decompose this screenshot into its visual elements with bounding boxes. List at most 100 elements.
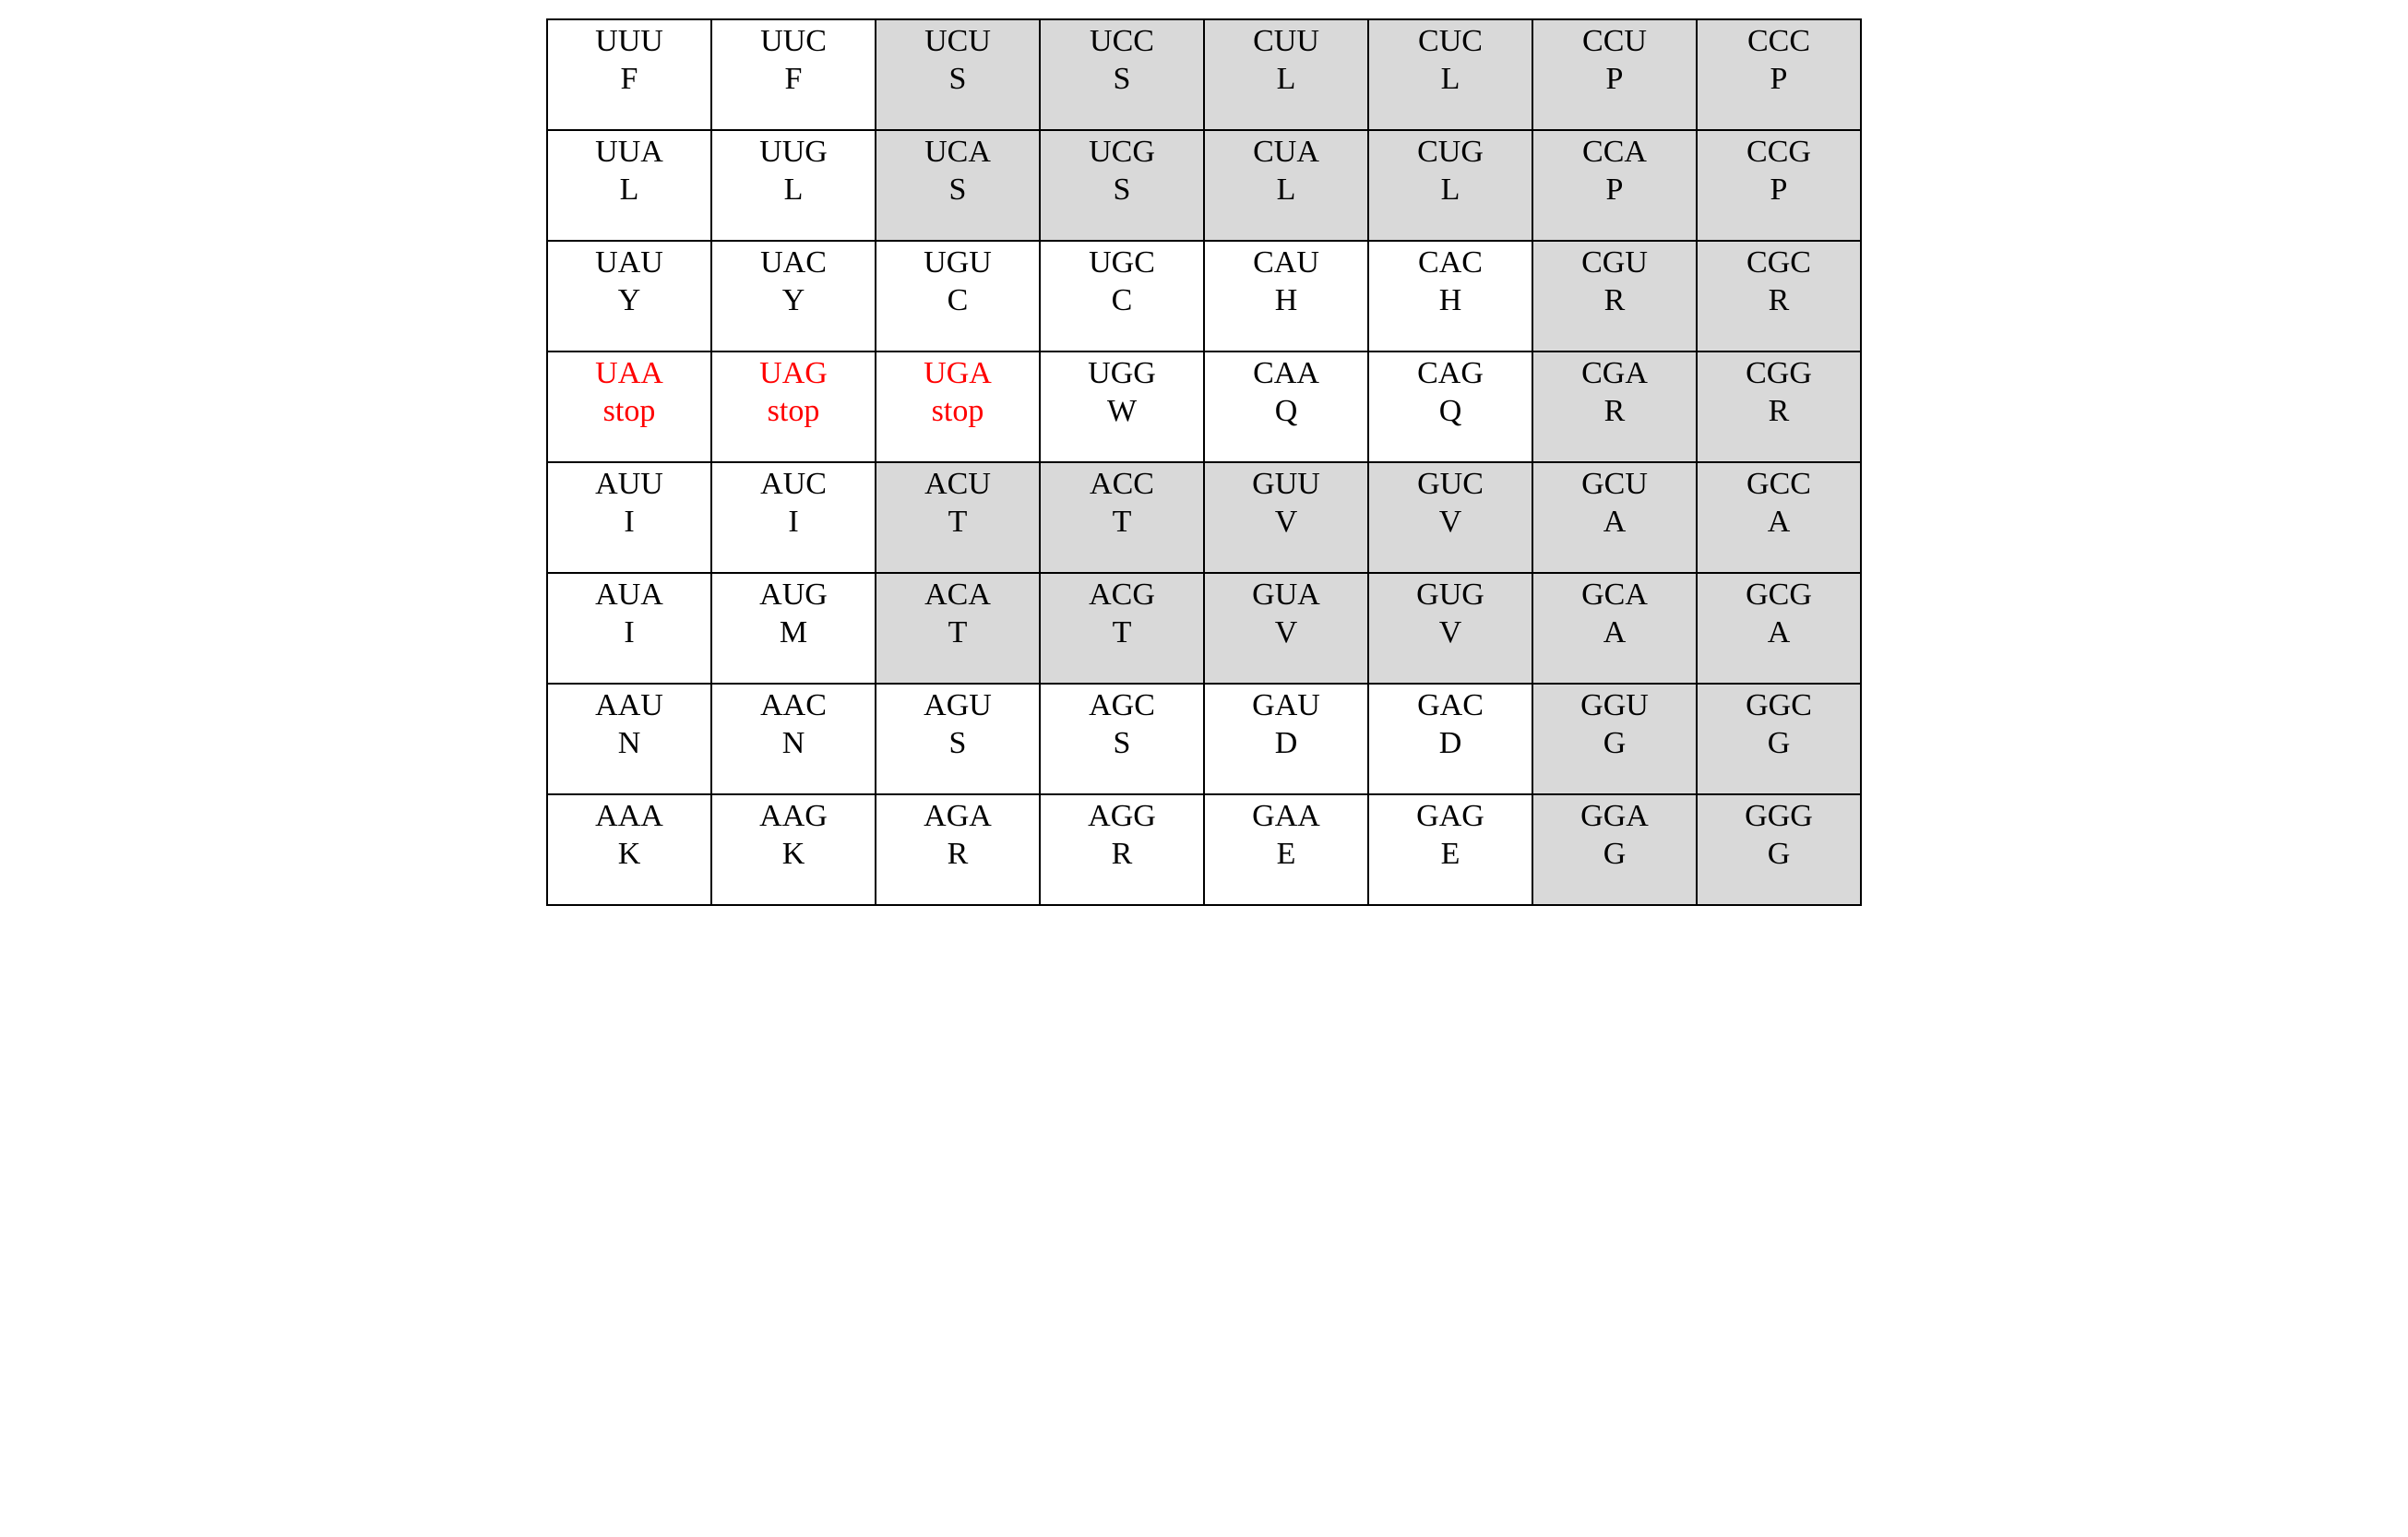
amino-acid-text: I <box>549 614 709 652</box>
codon-cell: CAAQ <box>1204 351 1368 462</box>
amino-acid-text: stop <box>713 393 874 431</box>
codon-text: UUU <box>549 23 709 61</box>
amino-acid-text: M <box>713 614 874 652</box>
codon-text: UAA <box>549 355 709 393</box>
codon-cell: GAAE <box>1204 794 1368 905</box>
codon-text: ACU <box>877 466 1038 504</box>
codon-cell: CGUR <box>1532 241 1697 351</box>
codon-cell: CUCL <box>1368 19 1532 130</box>
codon-cell: CGAR <box>1532 351 1697 462</box>
codon-text: ACC <box>1042 466 1202 504</box>
codon-text: CUA <box>1206 134 1366 172</box>
amino-acid-text: L <box>713 172 874 209</box>
codon-cell: UUGL <box>711 130 876 241</box>
codon-cell: AGGR <box>1040 794 1204 905</box>
amino-acid-text: stop <box>877 393 1038 431</box>
codon-text: CAA <box>1206 355 1366 393</box>
codon-cell: AAUN <box>547 684 711 794</box>
codon-cell: UCUS <box>876 19 1040 130</box>
amino-acid-text: R <box>1534 393 1695 431</box>
codon-text: UGG <box>1042 355 1202 393</box>
amino-acid-text: S <box>1042 61 1202 99</box>
amino-acid-text: V <box>1370 504 1531 542</box>
codon-text: GAG <box>1370 798 1531 836</box>
amino-acid-text: P <box>1534 172 1695 209</box>
codon-text: CUU <box>1206 23 1366 61</box>
codon-text: GGA <box>1534 798 1695 836</box>
amino-acid-text: L <box>1370 172 1531 209</box>
codon-text: CAC <box>1370 244 1531 282</box>
codon-cell: GGUG <box>1532 684 1697 794</box>
codon-text: AUG <box>713 577 874 614</box>
codon-cell: AAGK <box>711 794 876 905</box>
codon-cell: UGGW <box>1040 351 1204 462</box>
table-row: AUAIAUGMACATACGTGUAVGUGVGCAAGCGA <box>547 573 1861 684</box>
codon-cell: UUAL <box>547 130 711 241</box>
amino-acid-text: G <box>1534 725 1695 763</box>
codon-cell: CGGR <box>1697 351 1861 462</box>
codon-cell: CCAP <box>1532 130 1697 241</box>
codon-text: CCC <box>1699 23 1859 61</box>
codon-text: GCG <box>1699 577 1859 614</box>
amino-acid-text: L <box>1370 61 1531 99</box>
amino-acid-text: N <box>549 725 709 763</box>
table-row: UUUFUUCFUCUSUCCSCUULCUCLCCUPCCCP <box>547 19 1861 130</box>
codon-cell: GUCV <box>1368 462 1532 573</box>
amino-acid-text: N <box>713 725 874 763</box>
amino-acid-text: C <box>1042 282 1202 320</box>
codon-text: UUA <box>549 134 709 172</box>
codon-text: UCU <box>877 23 1038 61</box>
codon-text: UUC <box>713 23 874 61</box>
amino-acid-text: K <box>713 836 874 874</box>
amino-acid-text: R <box>1042 836 1202 874</box>
amino-acid-text: R <box>877 836 1038 874</box>
codon-text: GAC <box>1370 687 1531 725</box>
amino-acid-text: C <box>877 282 1038 320</box>
codon-text: GAA <box>1206 798 1366 836</box>
codon-text: UCC <box>1042 23 1202 61</box>
amino-acid-text: V <box>1206 614 1366 652</box>
codon-cell: ACAT <box>876 573 1040 684</box>
codon-cell: AUGM <box>711 573 876 684</box>
codon-text: AUA <box>549 577 709 614</box>
codon-cell: AUUI <box>547 462 711 573</box>
codon-text: GGU <box>1534 687 1695 725</box>
amino-acid-text: F <box>713 61 874 99</box>
amino-acid-text: D <box>1206 725 1366 763</box>
amino-acid-text: T <box>877 614 1038 652</box>
amino-acid-text: F <box>549 61 709 99</box>
codon-text: AGU <box>877 687 1038 725</box>
codon-cell: UACY <box>711 241 876 351</box>
table-row: AAAKAAGKAGARAGGRGAAEGAGEGGAGGGGG <box>547 794 1861 905</box>
codon-cell: GCUA <box>1532 462 1697 573</box>
codon-cell: GUAV <box>1204 573 1368 684</box>
amino-acid-text: A <box>1534 614 1695 652</box>
codon-cell: CUAL <box>1204 130 1368 241</box>
amino-acid-text: E <box>1206 836 1366 874</box>
codon-text: CUG <box>1370 134 1531 172</box>
codon-cell: UAGstop <box>711 351 876 462</box>
codon-text: UGU <box>877 244 1038 282</box>
amino-acid-text: T <box>1042 614 1202 652</box>
codon-cell: GAUD <box>1204 684 1368 794</box>
codon-cell: GGCG <box>1697 684 1861 794</box>
codon-cell: UGUC <box>876 241 1040 351</box>
amino-acid-text: R <box>1534 282 1695 320</box>
codon-text: GUG <box>1370 577 1531 614</box>
codon-cell: ACGT <box>1040 573 1204 684</box>
table-row: AAUNAACNAGUSAGCSGAUDGACDGGUGGGCG <box>547 684 1861 794</box>
codon-cell: ACUT <box>876 462 1040 573</box>
codon-cell: CUGL <box>1368 130 1532 241</box>
codon-text: CUC <box>1370 23 1531 61</box>
codon-cell: UCGS <box>1040 130 1204 241</box>
amino-acid-text: P <box>1699 61 1859 99</box>
amino-acid-text: A <box>1534 504 1695 542</box>
amino-acid-text: T <box>877 504 1038 542</box>
codon-cell: GCCA <box>1697 462 1861 573</box>
codon-cell: AAAK <box>547 794 711 905</box>
codon-cell: AUCI <box>711 462 876 573</box>
amino-acid-text: W <box>1042 393 1202 431</box>
amino-acid-text: Y <box>549 282 709 320</box>
codon-cell: UGCC <box>1040 241 1204 351</box>
amino-acid-text: I <box>713 504 874 542</box>
